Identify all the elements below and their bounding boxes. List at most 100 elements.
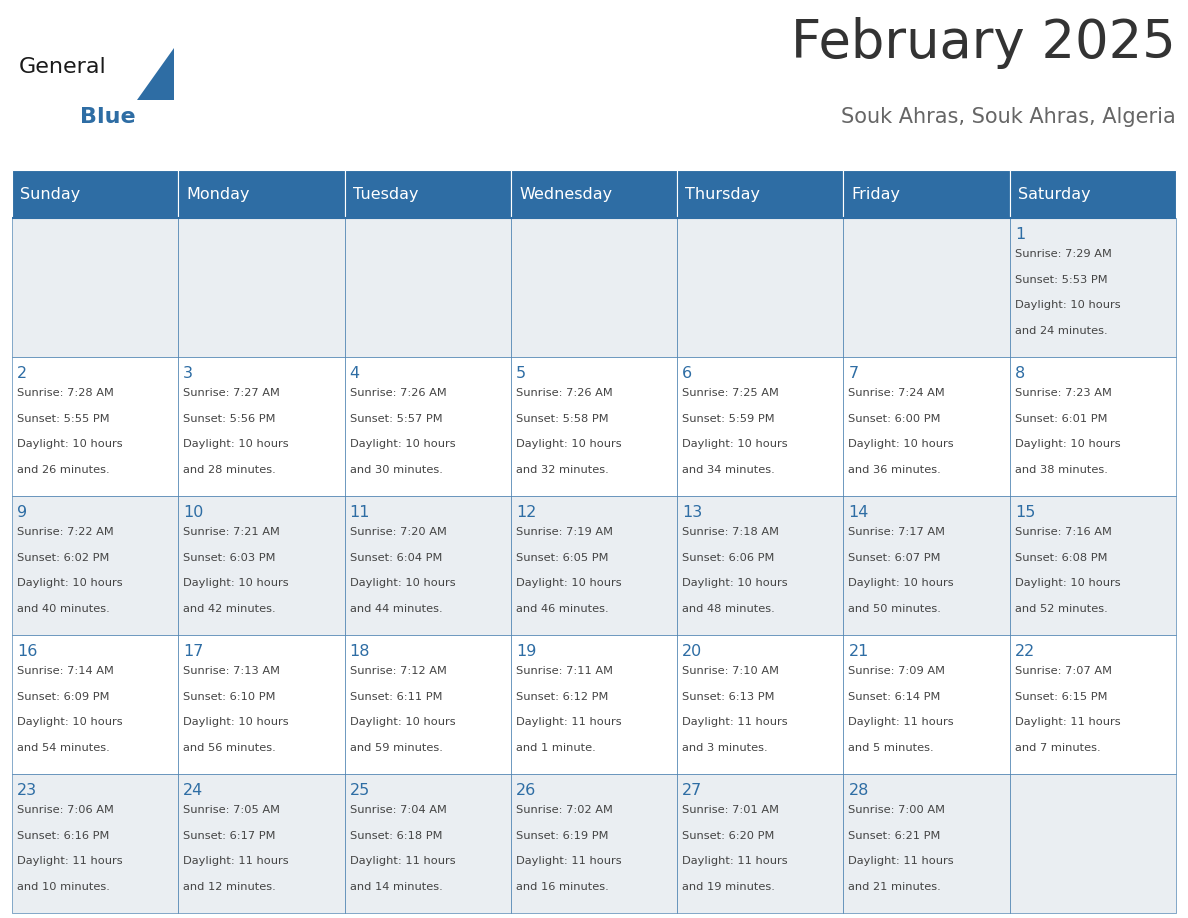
Text: and 42 minutes.: and 42 minutes.	[183, 604, 276, 614]
Text: Sunset: 6:00 PM: Sunset: 6:00 PM	[848, 414, 941, 424]
Text: Sunrise: 7:16 AM: Sunrise: 7:16 AM	[1015, 527, 1112, 537]
Text: and 10 minutes.: and 10 minutes.	[17, 882, 109, 892]
Text: Sunrise: 7:28 AM: Sunrise: 7:28 AM	[17, 388, 114, 398]
Text: Daylight: 10 hours: Daylight: 10 hours	[682, 578, 788, 588]
Text: Daylight: 11 hours: Daylight: 11 hours	[17, 856, 122, 867]
Text: Sunset: 5:53 PM: Sunset: 5:53 PM	[1015, 274, 1107, 285]
Text: Sunset: 6:20 PM: Sunset: 6:20 PM	[682, 831, 775, 841]
Text: 28: 28	[848, 783, 868, 798]
Text: Daylight: 10 hours: Daylight: 10 hours	[183, 578, 289, 588]
Text: Sunrise: 7:12 AM: Sunrise: 7:12 AM	[349, 666, 447, 676]
Text: 27: 27	[682, 783, 702, 798]
Text: 22: 22	[1015, 644, 1035, 659]
Text: Sunset: 6:11 PM: Sunset: 6:11 PM	[349, 692, 442, 701]
Text: Sunset: 6:03 PM: Sunset: 6:03 PM	[183, 553, 276, 563]
Text: 16: 16	[17, 644, 37, 659]
Text: Sunset: 6:09 PM: Sunset: 6:09 PM	[17, 692, 109, 701]
Text: 14: 14	[848, 505, 868, 520]
Text: Sunset: 6:06 PM: Sunset: 6:06 PM	[682, 553, 775, 563]
Text: Daylight: 11 hours: Daylight: 11 hours	[848, 718, 954, 727]
Text: Daylight: 10 hours: Daylight: 10 hours	[848, 578, 954, 588]
Text: Daylight: 10 hours: Daylight: 10 hours	[17, 718, 122, 727]
Polygon shape	[137, 48, 175, 99]
Text: and 19 minutes.: and 19 minutes.	[682, 882, 775, 892]
Text: and 24 minutes.: and 24 minutes.	[1015, 326, 1107, 336]
Text: Sunset: 6:13 PM: Sunset: 6:13 PM	[682, 692, 775, 701]
Text: Sunset: 6:14 PM: Sunset: 6:14 PM	[848, 692, 941, 701]
Text: Sunset: 6:21 PM: Sunset: 6:21 PM	[848, 831, 941, 841]
Text: and 44 minutes.: and 44 minutes.	[349, 604, 442, 614]
Text: Sunset: 5:55 PM: Sunset: 5:55 PM	[17, 414, 109, 424]
Text: and 7 minutes.: and 7 minutes.	[1015, 744, 1100, 753]
Text: 18: 18	[349, 644, 369, 659]
Text: Sunset: 6:17 PM: Sunset: 6:17 PM	[183, 831, 276, 841]
Text: and 30 minutes.: and 30 minutes.	[349, 465, 442, 476]
Text: Sunrise: 7:26 AM: Sunrise: 7:26 AM	[516, 388, 613, 398]
Text: 12: 12	[516, 505, 536, 520]
Text: Daylight: 10 hours: Daylight: 10 hours	[17, 578, 122, 588]
Text: Sunday: Sunday	[20, 186, 81, 202]
Text: Sunset: 6:10 PM: Sunset: 6:10 PM	[183, 692, 276, 701]
Text: Sunset: 6:15 PM: Sunset: 6:15 PM	[1015, 692, 1107, 701]
Text: Sunrise: 7:02 AM: Sunrise: 7:02 AM	[516, 805, 613, 815]
Text: Daylight: 11 hours: Daylight: 11 hours	[516, 718, 621, 727]
Text: Monday: Monday	[187, 186, 249, 202]
Text: Sunset: 6:19 PM: Sunset: 6:19 PM	[516, 831, 608, 841]
Text: Daylight: 10 hours: Daylight: 10 hours	[1015, 578, 1120, 588]
Text: 19: 19	[516, 644, 536, 659]
Text: Sunrise: 7:17 AM: Sunrise: 7:17 AM	[848, 527, 946, 537]
Text: Sunrise: 7:29 AM: Sunrise: 7:29 AM	[1015, 249, 1112, 259]
Text: Sunrise: 7:10 AM: Sunrise: 7:10 AM	[682, 666, 779, 676]
Text: Daylight: 10 hours: Daylight: 10 hours	[516, 578, 621, 588]
Text: Sunrise: 7:13 AM: Sunrise: 7:13 AM	[183, 666, 280, 676]
Text: Sunrise: 7:09 AM: Sunrise: 7:09 AM	[848, 666, 946, 676]
Text: Sunrise: 7:24 AM: Sunrise: 7:24 AM	[848, 388, 946, 398]
Text: Tuesday: Tuesday	[353, 186, 418, 202]
Text: Sunrise: 7:22 AM: Sunrise: 7:22 AM	[17, 527, 114, 537]
Text: 9: 9	[17, 505, 27, 520]
Text: and 28 minutes.: and 28 minutes.	[183, 465, 276, 476]
Text: and 21 minutes.: and 21 minutes.	[848, 882, 941, 892]
Text: Sunset: 6:08 PM: Sunset: 6:08 PM	[1015, 553, 1107, 563]
Text: Sunrise: 7:07 AM: Sunrise: 7:07 AM	[1015, 666, 1112, 676]
Text: and 52 minutes.: and 52 minutes.	[1015, 604, 1107, 614]
Text: Sunrise: 7:05 AM: Sunrise: 7:05 AM	[183, 805, 280, 815]
Text: and 40 minutes.: and 40 minutes.	[17, 604, 109, 614]
Text: Sunset: 6:16 PM: Sunset: 6:16 PM	[17, 831, 109, 841]
Text: Sunset: 5:56 PM: Sunset: 5:56 PM	[183, 414, 276, 424]
Text: February 2025: February 2025	[791, 17, 1176, 69]
Text: Saturday: Saturday	[1018, 186, 1091, 202]
Text: Sunrise: 7:21 AM: Sunrise: 7:21 AM	[183, 527, 280, 537]
Text: Sunset: 6:01 PM: Sunset: 6:01 PM	[1015, 414, 1107, 424]
Text: Daylight: 11 hours: Daylight: 11 hours	[183, 856, 289, 867]
Text: General: General	[18, 57, 106, 77]
Text: Daylight: 10 hours: Daylight: 10 hours	[183, 718, 289, 727]
Text: Sunrise: 7:27 AM: Sunrise: 7:27 AM	[183, 388, 280, 398]
Text: Daylight: 10 hours: Daylight: 10 hours	[349, 440, 455, 450]
Text: 13: 13	[682, 505, 702, 520]
Text: Sunset: 5:58 PM: Sunset: 5:58 PM	[516, 414, 608, 424]
Text: Daylight: 10 hours: Daylight: 10 hours	[349, 578, 455, 588]
Text: and 12 minutes.: and 12 minutes.	[183, 882, 276, 892]
Text: and 48 minutes.: and 48 minutes.	[682, 604, 775, 614]
Text: 21: 21	[848, 644, 868, 659]
Text: Sunrise: 7:04 AM: Sunrise: 7:04 AM	[349, 805, 447, 815]
Text: Sunset: 6:18 PM: Sunset: 6:18 PM	[349, 831, 442, 841]
Text: Sunset: 6:04 PM: Sunset: 6:04 PM	[349, 553, 442, 563]
Text: Daylight: 11 hours: Daylight: 11 hours	[1015, 718, 1120, 727]
Text: 20: 20	[682, 644, 702, 659]
Text: and 16 minutes.: and 16 minutes.	[516, 882, 608, 892]
Text: Sunset: 6:07 PM: Sunset: 6:07 PM	[848, 553, 941, 563]
Text: and 50 minutes.: and 50 minutes.	[848, 604, 941, 614]
Text: Sunset: 5:57 PM: Sunset: 5:57 PM	[349, 414, 442, 424]
Text: and 59 minutes.: and 59 minutes.	[349, 744, 442, 753]
Text: Daylight: 10 hours: Daylight: 10 hours	[516, 440, 621, 450]
Text: Sunrise: 7:19 AM: Sunrise: 7:19 AM	[516, 527, 613, 537]
Text: Daylight: 10 hours: Daylight: 10 hours	[17, 440, 122, 450]
Text: Souk Ahras, Souk Ahras, Algeria: Souk Ahras, Souk Ahras, Algeria	[841, 107, 1176, 128]
Text: Thursday: Thursday	[685, 186, 760, 202]
Text: Blue: Blue	[81, 107, 135, 128]
Text: Sunrise: 7:00 AM: Sunrise: 7:00 AM	[848, 805, 946, 815]
Text: Sunrise: 7:06 AM: Sunrise: 7:06 AM	[17, 805, 114, 815]
Text: Daylight: 10 hours: Daylight: 10 hours	[349, 718, 455, 727]
